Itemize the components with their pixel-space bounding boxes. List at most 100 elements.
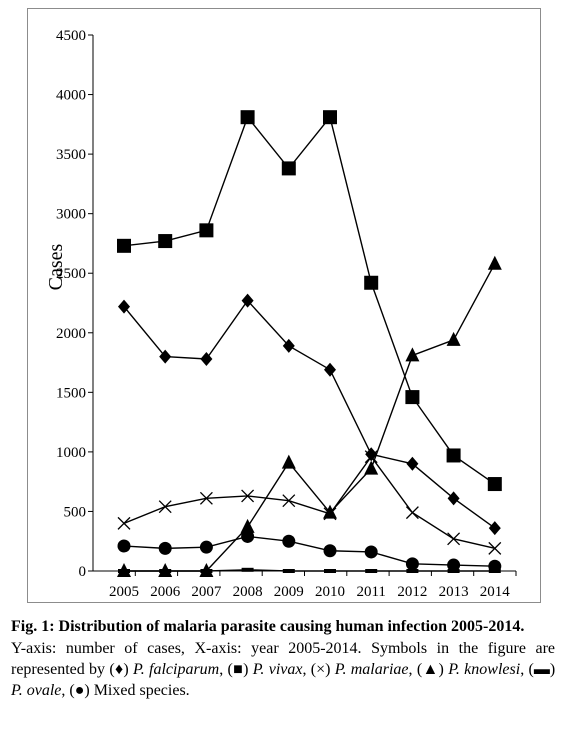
dash-marker (488, 569, 501, 573)
knowlesi-name: P. knowlesi (448, 661, 521, 678)
vivax-symbol: (■) (227, 661, 249, 678)
y-tick-label: 2500 (56, 266, 86, 282)
circle-marker (117, 539, 131, 553)
diamond-marker (406, 456, 419, 471)
mixed-symbol: (●) (69, 682, 90, 699)
diamond-marker (118, 299, 130, 314)
x-marker-stroke (405, 506, 419, 520)
caption-body: Y-axis: number of cases, X-axis: year 20… (11, 638, 555, 701)
square-marker (446, 448, 461, 463)
triangle-marker (364, 460, 379, 475)
dash-marker (324, 569, 336, 573)
x-marker (117, 516, 131, 530)
x-marker (282, 494, 296, 508)
tick-labels: 0 500 1000 1500 2000 2500 3000 3500 4000 4500 2005… (45, 28, 510, 600)
series-line-diamond (123, 299, 496, 529)
series-lines (123, 115, 496, 572)
x-marker (323, 507, 337, 521)
triangle-marker (487, 255, 502, 270)
y-tick-label: 1500 (56, 385, 86, 401)
series-line-x (123, 455, 495, 550)
square-marker (323, 110, 337, 125)
y-tick-label: 500 (64, 504, 87, 520)
x-marker-stroke (323, 507, 337, 521)
x-tick-label: 2006 (150, 584, 181, 600)
circle-marker (364, 545, 378, 559)
triangle-marker (446, 331, 461, 346)
caption-intro: Y-axis: number of cases, X-axis: year 20… (11, 640, 555, 678)
y-tick-label: 4000 (56, 88, 86, 104)
circle-marker (447, 558, 461, 572)
dash-marker (159, 569, 172, 573)
x-tick-label: 2010 (315, 584, 345, 600)
x-marker-stroke (199, 491, 213, 505)
series-line-circle (123, 535, 495, 567)
x-marker-stroke (241, 489, 255, 503)
square-marker (117, 238, 131, 253)
figure-caption: Fig. 1: Distribution of malaria parasite… (11, 616, 555, 701)
x-marker (241, 489, 255, 503)
x-marker-stroke (364, 450, 378, 464)
caption-sep: , (408, 661, 413, 678)
square-marker (199, 223, 214, 238)
dash-marker (118, 569, 130, 573)
x-marker (488, 541, 502, 555)
vivax-name: P. vivax (252, 661, 303, 678)
dash-marker (200, 569, 213, 573)
triangle-marker (405, 347, 420, 362)
x-marker-stroke (282, 494, 296, 508)
circle-marker (405, 557, 419, 571)
diamond-marker (324, 362, 336, 377)
caption-sep: , (219, 661, 224, 678)
circle-marker (323, 544, 337, 558)
triangle-marker (240, 518, 255, 533)
y-tick-label: 4500 (56, 28, 86, 44)
caption-sep: , (61, 682, 66, 699)
diamond-marker (282, 338, 295, 353)
square-marker (405, 390, 420, 405)
diamond-marker (241, 293, 254, 308)
x-tick-label: 2014 (480, 584, 511, 600)
y-axis-label: Cases (45, 243, 67, 290)
x-tick-label: 2007 (191, 584, 222, 600)
x-tick-label: 2005 (109, 584, 139, 600)
falciparum-symbol: (♦) (109, 661, 129, 678)
y-tick-label: 3500 (56, 147, 86, 163)
y-tick-label: 3000 (56, 207, 86, 223)
ovale-name: P. ovale (11, 682, 62, 699)
x-marker (158, 500, 172, 514)
x-tick-label: 2012 (397, 584, 427, 600)
triangle-marker (323, 504, 337, 519)
series-line-dash (124, 569, 495, 572)
caption-sep: , (520, 661, 525, 678)
diamond-marker (159, 349, 172, 364)
y-tick-label: 2000 (56, 326, 86, 342)
diamond-marker (365, 447, 378, 462)
caption-title: Fig. 1: Distribution of malaria parasite… (11, 618, 525, 635)
dash-marker (365, 569, 378, 573)
square-marker (240, 110, 255, 125)
series-line-triangle (124, 263, 496, 572)
ovale-symbol: (▬) (528, 661, 556, 678)
y-tick-label: 1000 (56, 445, 86, 461)
y-tick-label: 0 (79, 564, 87, 580)
series-markers (117, 110, 502, 577)
diamond-marker (488, 521, 501, 536)
circle-marker (282, 534, 296, 548)
dash-marker (282, 569, 295, 573)
square-marker (158, 234, 173, 249)
x-tick-label: 2011 (356, 584, 385, 600)
diamond-marker (447, 491, 460, 506)
square-marker (487, 477, 502, 492)
diamond-marker (200, 351, 213, 366)
square-marker (281, 161, 296, 176)
malariae-name: P. malariae (334, 661, 409, 678)
x-tick-label: 2009 (274, 584, 304, 600)
circle-marker (199, 540, 213, 554)
x-marker-stroke (447, 532, 461, 546)
dash-marker (447, 569, 460, 573)
square-marker (364, 275, 379, 290)
knowlesi-symbol: (▲) (416, 661, 444, 678)
x-marker-stroke (117, 516, 131, 530)
